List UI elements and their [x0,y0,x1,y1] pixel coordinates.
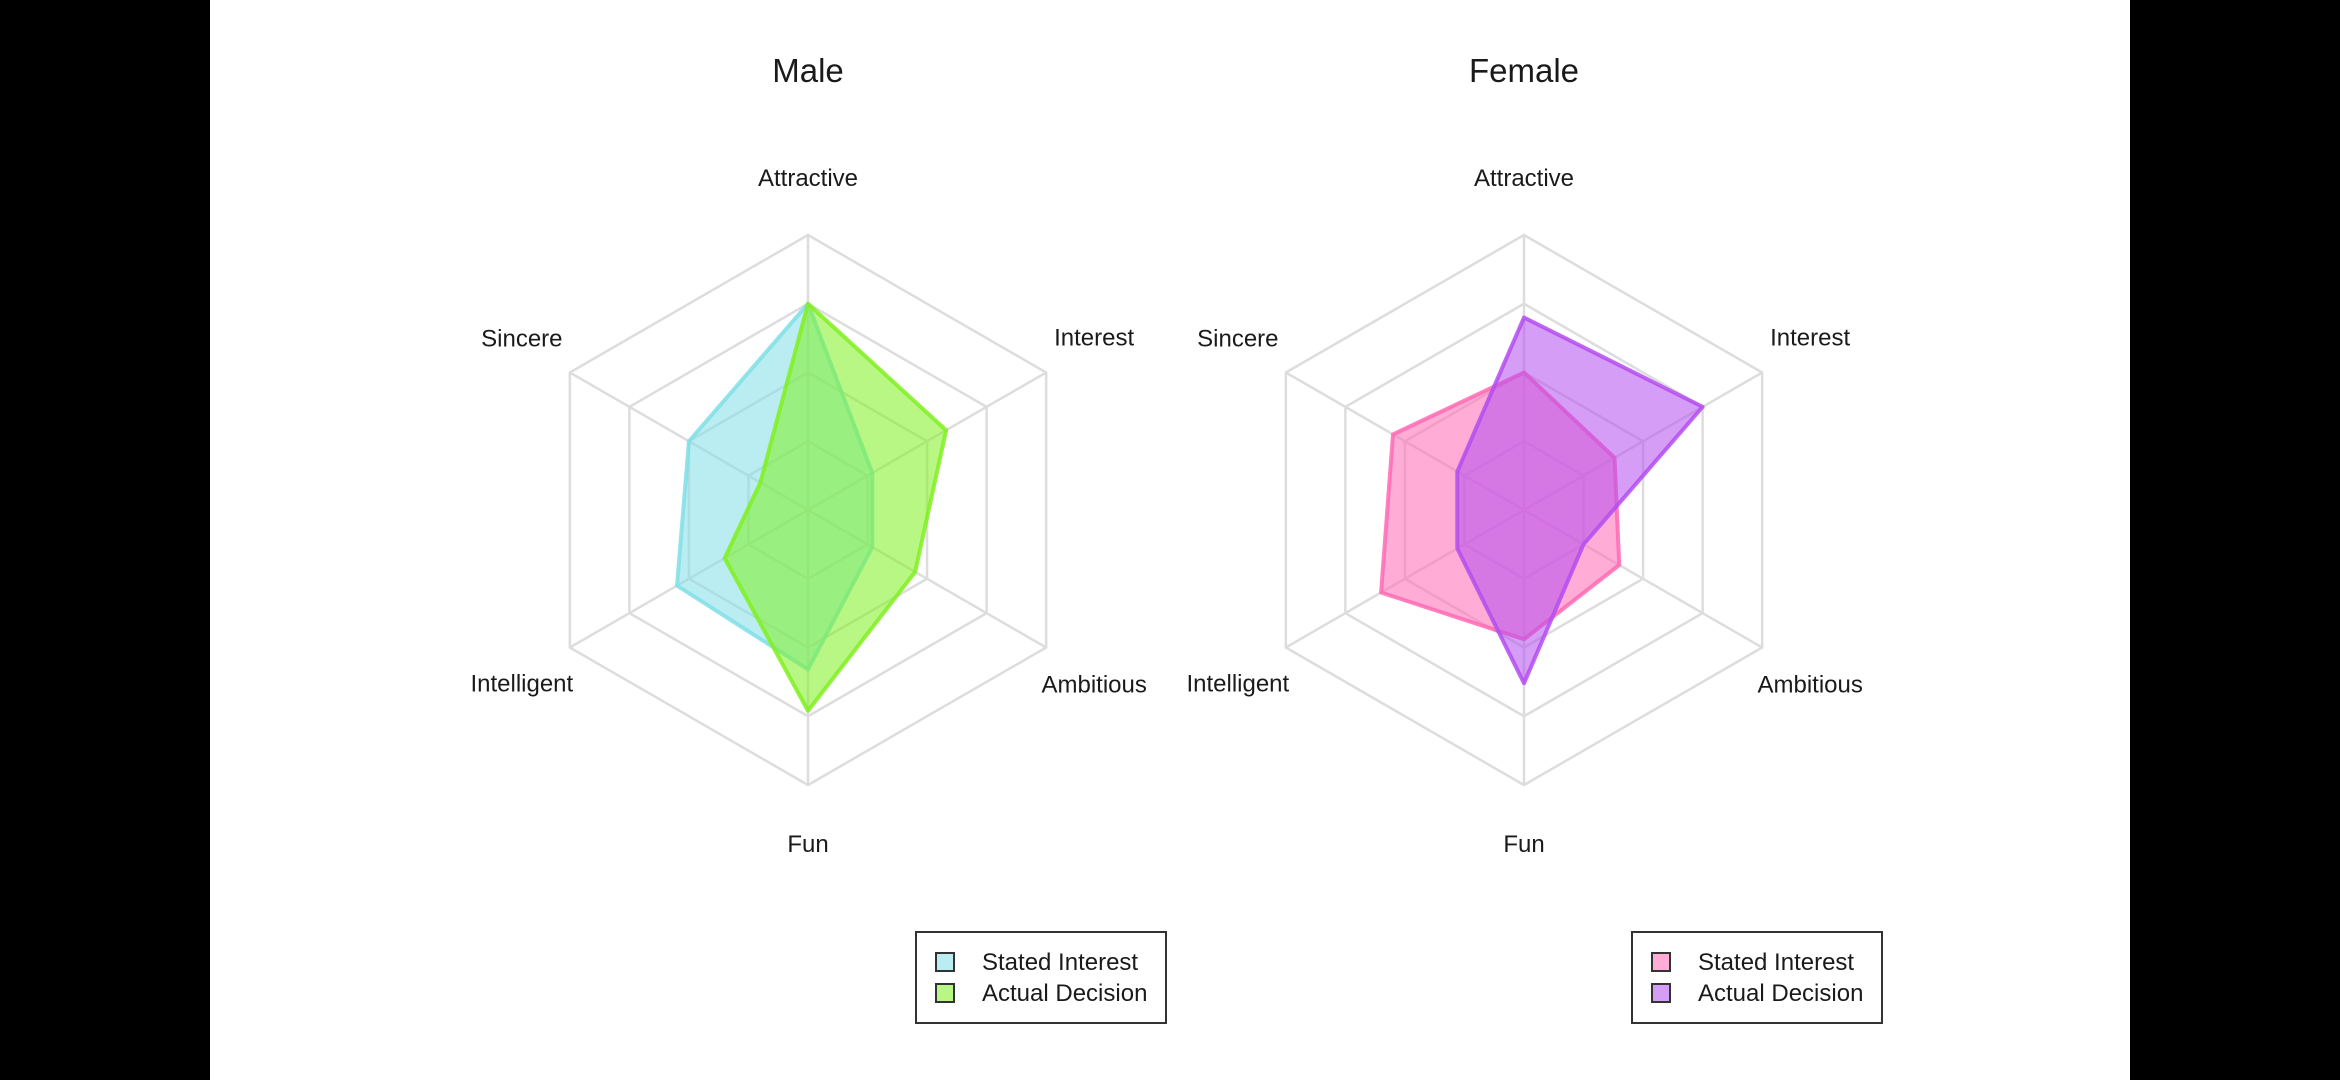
axis-label-ambitious: Ambitious [1041,672,1146,699]
series-area-actual-decision [722,301,949,713]
legend-swatch [935,983,955,1003]
legend: Stated Interest Actual Decision [1631,931,1883,1024]
legend-label: Stated Interest [1698,949,1854,976]
legend-swatch [1651,983,1671,1003]
axis-label-intelligent: Intelligent [470,671,573,698]
radar-charts: Male Attractive Interest Ambitious Fun Intell… [470,52,1883,1024]
axis-label-intelligent: Intelligent [1186,671,1289,698]
legend: Stated Interest Actual Decision [915,931,1167,1024]
axis-label-sincere: Sincere [1197,326,1278,353]
legend-swatch [1651,952,1671,972]
axis-label-fun: Fun [1503,831,1544,858]
axis-label-interest: Interest [1054,325,1134,352]
legend-box [915,931,1167,1024]
series-area-actual-decision [1455,315,1705,686]
axis-label-ambitious: Ambitious [1757,672,1862,699]
legend-swatch [935,952,955,972]
legend-label: Actual Decision [982,980,1147,1007]
plot-panel: Male Attractive Interest Ambitious Fun Intell… [210,0,2130,1080]
radar-chart-male: Male Attractive Interest Ambitious Fun Intell… [470,52,1167,1024]
axis-label-fun: Fun [787,831,828,858]
chart-title: Female [1469,52,1579,89]
legend-box [1631,931,1883,1024]
legend-label: Stated Interest [982,949,1138,976]
axis-label-attractive: Attractive [1474,165,1574,192]
legend-label: Actual Decision [1698,980,1863,1007]
axis-label-attractive: Attractive [758,165,858,192]
axis-label-interest: Interest [1770,325,1850,352]
chart-title: Male [772,52,844,89]
radar-chart-female: Female Attractive Interest Ambitious Fun Inte… [1186,52,1883,1024]
axis-label-sincere: Sincere [481,326,562,353]
